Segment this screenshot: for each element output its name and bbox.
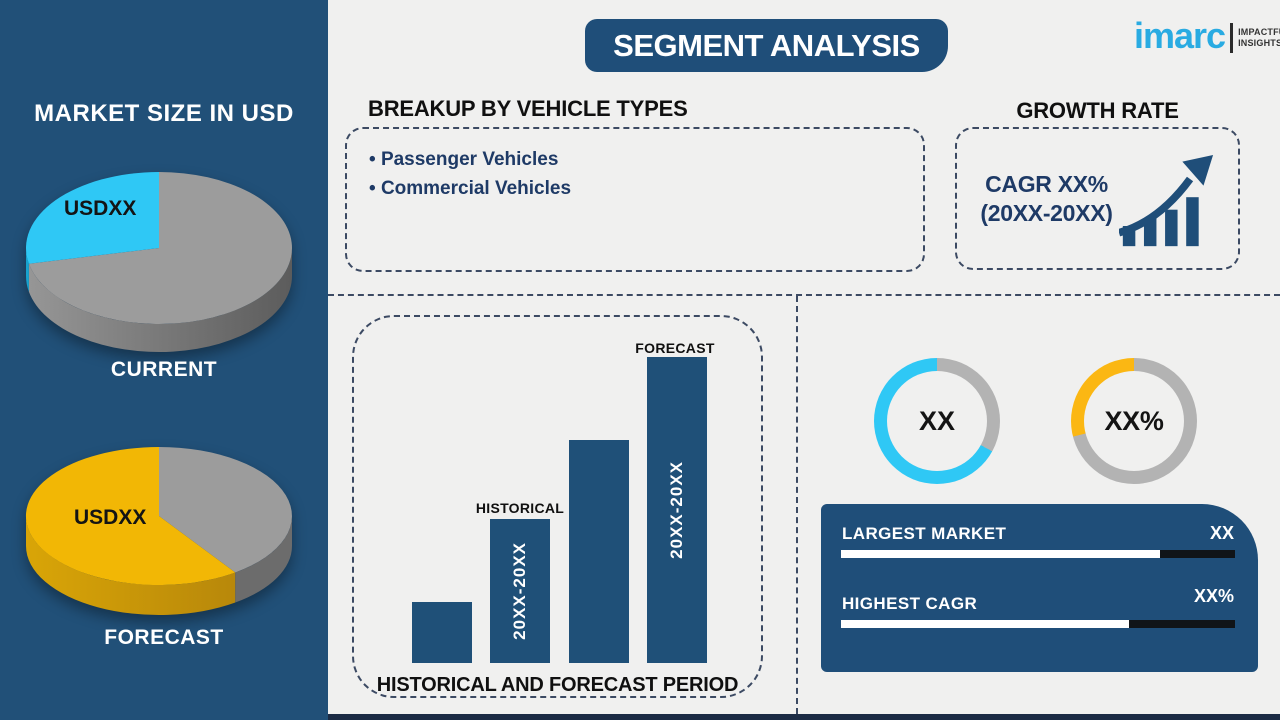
highest-cagr-label: HIGHEST CAGR <box>842 594 978 613</box>
breakup-item: Commercial Vehicles <box>369 174 923 203</box>
logo-divider <box>1230 23 1234 53</box>
largest-market-value: XX <box>1209 523 1234 543</box>
largest-market-progress <box>841 550 1235 558</box>
logo-tagline: IMPACTFUL INSIGHTS <box>1238 27 1280 48</box>
breakup-box: Passenger Vehicles Commercial Vehicles <box>345 127 925 272</box>
breakup-item: Passenger Vehicles <box>369 145 923 174</box>
highest-cagr-progress <box>841 620 1235 628</box>
bottom-accent-strip <box>328 714 1280 720</box>
forecast-pie-value-label: USDXX <box>74 506 147 529</box>
largest-market-donut-value: XX <box>918 405 956 436</box>
current-pie-caption: CURRENT <box>110 358 218 381</box>
breakup-heading: BREAKUP BY VEHICLE TYPES <box>368 96 688 121</box>
page-title-text: SEGMENT ANALYSIS <box>613 27 920 63</box>
imarc-logo: imarc IMPACTFUL INSIGHTS <box>1134 18 1280 54</box>
growth-rate-box: CAGR XX% (20XX-20XX) <box>955 127 1240 270</box>
forecast-range-label: 20XX-20XX <box>666 461 686 559</box>
growth-rate-heading: GROWTH RATE <box>1016 98 1179 123</box>
progress-fill <box>841 550 1161 558</box>
current-pie-slice-highlight <box>25 172 159 264</box>
period-bar-forecast: 20XX-20XX <box>646 357 707 663</box>
donut-hole <box>1084 371 1184 471</box>
current-pie-side-cyan <box>25 248 29 292</box>
highest-cagr-donut-value: XX% <box>1104 405 1164 436</box>
breakup-list: Passenger Vehicles Commercial Vehicles <box>369 145 923 203</box>
forecast-pie-side-yellow <box>26 516 236 615</box>
historical-label: HISTORICAL <box>475 500 565 516</box>
highest-cagr-value: XX% <box>1193 586 1234 606</box>
cagr-text: CAGR XX% (20XX-20XX) <box>980 170 1113 226</box>
forecast-pie-slice-other <box>159 447 292 573</box>
sidebar-title: MARKET SIZE IN USD <box>34 100 294 127</box>
largest-market-label: LARGEST MARKET <box>842 524 1007 543</box>
market-size-sidebar: MARKET SIZE IN USD USDXX CURRENT <box>0 0 328 720</box>
period-chart-box <box>352 315 763 698</box>
forecast-pie-slice-highlight <box>25 447 236 585</box>
period-bar-chart: 20XX-20XX 20XX-20XX <box>412 357 707 663</box>
historical-range-label: 20XX-20XX <box>510 542 530 641</box>
period-bar <box>412 601 472 663</box>
period-bar-historical: 20XX-20XX <box>490 519 551 663</box>
market-stats-panel: LARGEST MARKET XX HIGHEST CAGR XX% <box>821 504 1258 672</box>
growth-chart-icon <box>1118 154 1213 246</box>
page-title: SEGMENT ANALYSIS <box>585 19 948 72</box>
vertical-divider <box>796 296 798 714</box>
period-bar <box>568 439 629 663</box>
forecast-pie-side-gray <box>235 516 292 603</box>
progress-fill <box>841 620 1129 628</box>
current-pie-side-gray <box>28 248 293 353</box>
horizontal-divider <box>328 294 1280 296</box>
period-chart-caption: HISTORICAL AND FORECAST PERIOD <box>376 674 739 696</box>
current-pie-value-label: USDXX <box>64 197 137 220</box>
largest-market-donut: XX <box>874 358 1000 484</box>
current-pie-chart <box>25 172 293 353</box>
imarc-logo-wordmark: imarc <box>1134 15 1226 56</box>
forecast-label: FORECAST <box>635 340 715 356</box>
forecast-pie-chart <box>25 447 292 615</box>
highest-cagr-donut: XX% <box>1071 358 1197 484</box>
donut-hole <box>887 371 987 471</box>
forecast-pie-caption: FORECAST <box>104 626 224 649</box>
current-pie-slice-other <box>28 172 292 324</box>
